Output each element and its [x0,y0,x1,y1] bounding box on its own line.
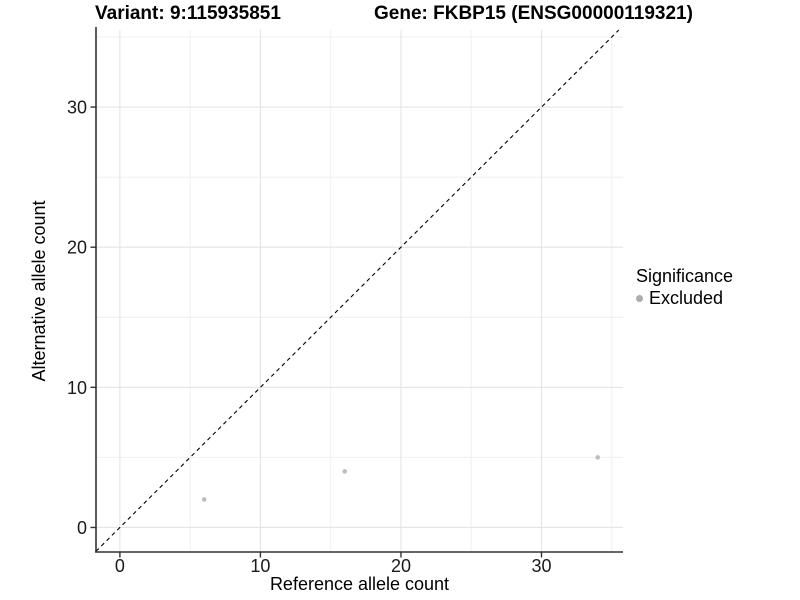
data-point [342,469,348,474]
legend-title: Significance [636,266,734,286]
plot-title-variant: Variant: 9:115935851 [95,3,281,24]
data-point [201,497,207,502]
data-point [595,455,601,460]
x-axis-title: Reference allele count [269,574,450,594]
plot-title-gene: Gene: FKBP15 (ENSG00000119321) [374,3,693,24]
legend: Significance Excluded [636,265,733,308]
y-tick-label: 10 [67,378,87,398]
legend-item-label: Excluded [649,288,724,308]
legend-item: Excluded [636,288,733,308]
x-tick-label: 10 [250,556,270,576]
x-tick-label: 30 [531,556,551,576]
x-tick-label: 20 [391,556,411,576]
y-tick-label: 20 [67,238,87,258]
x-tick-label: 0 [115,556,125,576]
identity-line [95,29,620,552]
y-tick-label: 30 [67,98,87,118]
y-tick-label: 0 [77,518,87,538]
excluded-point-icon [636,294,643,302]
y-axis-title: Alternative allele count [29,200,49,382]
